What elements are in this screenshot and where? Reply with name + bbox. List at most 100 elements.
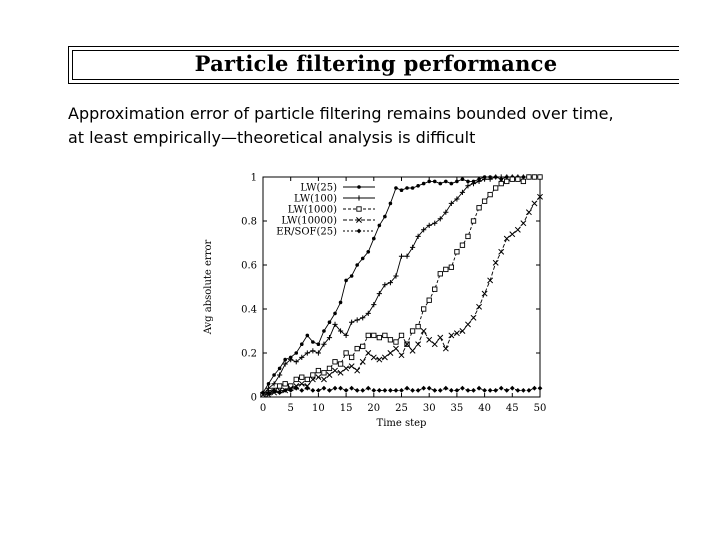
data-point — [365, 332, 371, 339]
legend-label: LW(1000) — [288, 205, 337, 216]
data-point — [454, 196, 460, 202]
x-tick-label: 25 — [395, 403, 408, 414]
data-point — [482, 388, 487, 393]
data-point — [426, 297, 432, 303]
data-point — [525, 209, 532, 216]
data-point — [382, 388, 388, 393]
data-point — [432, 179, 437, 184]
data-point — [409, 328, 416, 334]
data-point — [276, 383, 283, 389]
data-point — [321, 370, 327, 376]
data-point — [443, 266, 449, 273]
data-point — [333, 311, 337, 316]
data-point — [415, 323, 421, 330]
data-point — [326, 335, 333, 341]
data-point — [481, 290, 488, 297]
data-point — [277, 366, 282, 371]
data-point — [520, 178, 527, 185]
data-point — [409, 244, 416, 250]
data-point — [520, 220, 527, 227]
data-point — [360, 343, 366, 350]
body-line-2: at least empirically—theoretical analysi… — [68, 128, 476, 147]
data-point — [376, 291, 382, 297]
data-point — [476, 178, 482, 184]
data-point — [481, 198, 488, 204]
data-point — [465, 183, 471, 189]
data-point — [509, 385, 515, 391]
data-point — [344, 278, 348, 283]
data-point — [354, 367, 361, 374]
data-point — [415, 388, 421, 393]
data-point — [332, 359, 338, 365]
data-point — [487, 277, 494, 284]
data-point — [332, 321, 338, 327]
x-tick-label: 30 — [423, 403, 436, 414]
data-point — [437, 388, 443, 393]
data-point — [376, 356, 383, 363]
data-point — [354, 345, 360, 352]
data-point — [515, 388, 521, 393]
data-point — [504, 174, 510, 180]
data-point — [311, 340, 315, 344]
y-tick-label: 0.2 — [241, 349, 257, 360]
legend-marker — [356, 195, 362, 201]
data-point — [459, 189, 466, 195]
data-point — [432, 220, 438, 226]
data-point — [471, 388, 476, 393]
data-point — [498, 385, 504, 391]
data-point — [343, 332, 349, 338]
data-point — [299, 388, 305, 393]
x-tick-label: 0 — [260, 403, 266, 414]
data-point — [520, 388, 526, 393]
data-point — [409, 347, 416, 354]
data-point — [393, 273, 399, 279]
data-point — [337, 369, 344, 376]
body-line-1: Approximation error of particle filterin… — [68, 104, 614, 123]
data-point — [388, 201, 393, 206]
data-point — [354, 388, 360, 393]
data-point — [315, 374, 322, 381]
data-point — [332, 367, 338, 374]
data-point — [371, 302, 377, 308]
data-point — [465, 321, 471, 328]
data-point — [288, 388, 294, 393]
data-point — [288, 357, 294, 363]
data-point — [421, 306, 427, 312]
data-point — [455, 179, 459, 184]
data-point — [309, 376, 316, 383]
data-point — [437, 216, 443, 222]
data-point — [327, 320, 332, 324]
data-point — [432, 388, 438, 393]
data-point — [393, 345, 399, 352]
data-point — [476, 385, 482, 391]
data-point — [371, 332, 377, 339]
data-point — [526, 174, 532, 180]
legend-label: LW(100) — [294, 194, 337, 205]
data-point — [343, 388, 349, 393]
data-point — [271, 381, 277, 387]
data-point — [443, 209, 449, 215]
data-point — [437, 271, 443, 277]
data-point — [383, 214, 387, 219]
data-point — [293, 359, 299, 365]
data-point — [426, 222, 432, 228]
data-point — [360, 388, 366, 393]
data-point — [316, 342, 321, 346]
x-tick-label: 5 — [288, 403, 294, 414]
data-point — [304, 376, 310, 383]
data-point — [310, 388, 316, 393]
data-point — [421, 227, 427, 233]
data-point — [304, 350, 310, 356]
data-point — [520, 174, 526, 180]
data-point — [377, 223, 382, 228]
y-axis-label: Avg absolute error — [203, 239, 214, 335]
data-point — [326, 365, 333, 372]
data-point — [360, 256, 365, 261]
x-tick-label: 10 — [312, 403, 325, 414]
data-point — [332, 385, 338, 391]
data-point — [349, 385, 355, 391]
data-point — [531, 174, 538, 180]
data-point — [453, 330, 460, 337]
data-point — [404, 253, 410, 259]
legend-marker — [356, 217, 362, 223]
